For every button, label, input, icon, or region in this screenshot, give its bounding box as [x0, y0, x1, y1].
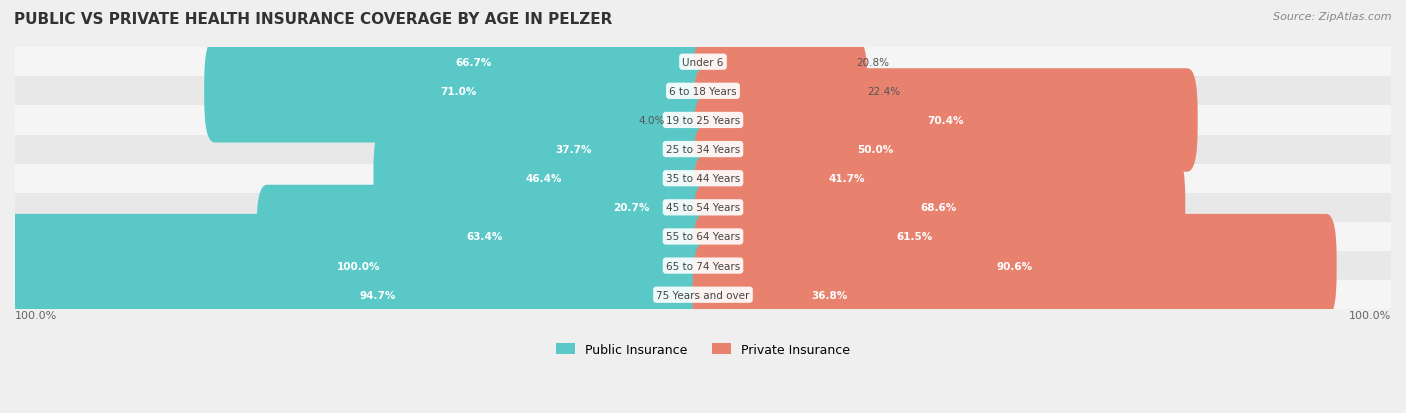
Bar: [15, 106, 1391, 135]
FancyBboxPatch shape: [41, 243, 713, 347]
Bar: [15, 280, 1391, 309]
FancyBboxPatch shape: [550, 156, 713, 259]
FancyBboxPatch shape: [693, 11, 856, 114]
FancyBboxPatch shape: [374, 127, 713, 230]
Text: 20.7%: 20.7%: [613, 203, 650, 213]
Text: Under 6: Under 6: [682, 57, 724, 67]
Text: 100.0%: 100.0%: [337, 261, 381, 271]
Text: 100.0%: 100.0%: [15, 310, 58, 320]
Text: 41.7%: 41.7%: [828, 174, 865, 184]
FancyBboxPatch shape: [693, 98, 1057, 201]
Text: 63.4%: 63.4%: [467, 232, 503, 242]
Bar: [15, 164, 1391, 193]
Text: 61.5%: 61.5%: [897, 232, 932, 242]
Text: 35 to 44 Years: 35 to 44 Years: [666, 174, 740, 184]
Text: 4.0%: 4.0%: [638, 116, 665, 126]
Text: 65 to 74 Years: 65 to 74 Years: [666, 261, 740, 271]
Text: Source: ZipAtlas.com: Source: ZipAtlas.com: [1274, 12, 1392, 22]
Text: 20.8%: 20.8%: [856, 57, 890, 67]
Text: 25 to 34 Years: 25 to 34 Years: [666, 145, 740, 155]
FancyBboxPatch shape: [433, 98, 713, 201]
Text: 6 to 18 Years: 6 to 18 Years: [669, 87, 737, 97]
FancyBboxPatch shape: [693, 156, 1185, 259]
Text: 45 to 54 Years: 45 to 54 Years: [666, 203, 740, 213]
FancyBboxPatch shape: [665, 69, 713, 172]
FancyBboxPatch shape: [233, 11, 713, 114]
FancyBboxPatch shape: [693, 127, 1000, 230]
Bar: [15, 193, 1391, 222]
Text: 70.4%: 70.4%: [927, 116, 963, 126]
Text: 36.8%: 36.8%: [811, 290, 848, 300]
Text: 46.4%: 46.4%: [524, 174, 561, 184]
Bar: [15, 222, 1391, 252]
Bar: [15, 252, 1391, 280]
Text: 75 Years and over: 75 Years and over: [657, 290, 749, 300]
FancyBboxPatch shape: [693, 214, 1337, 318]
Text: PUBLIC VS PRIVATE HEALTH INSURANCE COVERAGE BY AGE IN PELZER: PUBLIC VS PRIVATE HEALTH INSURANCE COVER…: [14, 12, 613, 27]
Text: 100.0%: 100.0%: [1348, 310, 1391, 320]
Text: 66.7%: 66.7%: [456, 57, 492, 67]
Text: 90.6%: 90.6%: [997, 261, 1033, 271]
FancyBboxPatch shape: [256, 185, 713, 288]
Text: 37.7%: 37.7%: [555, 145, 592, 155]
Text: 94.7%: 94.7%: [359, 290, 395, 300]
Legend: Public Insurance, Private Insurance: Public Insurance, Private Insurance: [551, 338, 855, 361]
Text: 50.0%: 50.0%: [856, 145, 893, 155]
Text: 19 to 25 Years: 19 to 25 Years: [666, 116, 740, 126]
Bar: [15, 77, 1391, 106]
FancyBboxPatch shape: [693, 40, 868, 143]
Bar: [15, 135, 1391, 164]
Bar: [15, 48, 1391, 77]
FancyBboxPatch shape: [693, 69, 1198, 172]
FancyBboxPatch shape: [693, 243, 966, 347]
Text: 22.4%: 22.4%: [868, 87, 901, 97]
Text: 71.0%: 71.0%: [440, 87, 477, 97]
FancyBboxPatch shape: [204, 40, 713, 143]
FancyBboxPatch shape: [693, 185, 1136, 288]
Text: 68.6%: 68.6%: [921, 203, 957, 213]
FancyBboxPatch shape: [4, 214, 713, 318]
Text: 55 to 64 Years: 55 to 64 Years: [666, 232, 740, 242]
